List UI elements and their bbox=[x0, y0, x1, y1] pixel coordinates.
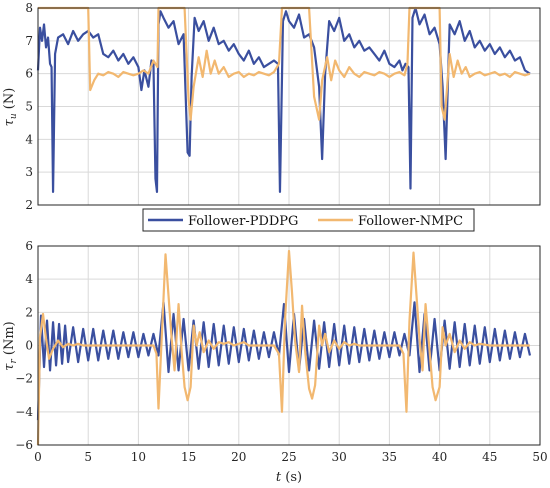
y-tick-label-bottom: −4 bbox=[15, 405, 33, 419]
legend-label-pddpg: Follower-PDDPG bbox=[188, 214, 298, 229]
x-tick-label: 10 bbox=[131, 450, 146, 464]
y-tick-label-top: 2 bbox=[25, 198, 33, 212]
y-tick-label-top: 4 bbox=[25, 132, 33, 146]
x-tick-label: 25 bbox=[281, 450, 296, 464]
y-tick-label-top: 3 bbox=[25, 165, 33, 179]
x-axis-label: t (s) bbox=[276, 470, 302, 485]
y-tick-label-bottom: 2 bbox=[25, 305, 33, 319]
series-line-pddpg-bottom bbox=[36, 301, 532, 421]
axes-frame-bottom bbox=[37, 245, 541, 446]
legend: Follower-PDDPG Follower-NMPC bbox=[142, 208, 475, 232]
series-line-nmpc-bottom bbox=[36, 249, 530, 446]
y-axis-label-top: τu (N) bbox=[2, 88, 19, 127]
y-tick-label-bottom: 0 bbox=[25, 339, 33, 353]
series-lines-bottom bbox=[36, 249, 532, 446]
y-tick-label-bottom: 4 bbox=[25, 272, 33, 286]
y-tick-label-top: 6 bbox=[25, 67, 33, 81]
x-tick-label: 45 bbox=[482, 450, 497, 464]
y-tick-labels-top: 2 3 4 5 6 7 8 bbox=[25, 1, 33, 212]
y-tick-label-top: 8 bbox=[25, 1, 33, 15]
series-line-pddpg-top bbox=[36, 6, 531, 193]
y-tick-label-bottom: −2 bbox=[15, 372, 33, 386]
x-tick-label: 15 bbox=[181, 450, 196, 464]
x-tick-label: 5 bbox=[84, 450, 92, 464]
x-tick-label: 20 bbox=[231, 450, 246, 464]
x-tick-label: 0 bbox=[34, 450, 42, 464]
x-tick-label: 35 bbox=[382, 450, 397, 464]
legend-box bbox=[142, 208, 475, 232]
y-tick-label-top: 5 bbox=[25, 100, 33, 114]
y-tick-label-bottom: −6 bbox=[15, 438, 33, 452]
y-tick-label-bottom: 6 bbox=[25, 239, 33, 253]
y-tick-labels-bottom: −6 −4 −2 0 2 4 6 bbox=[15, 239, 33, 452]
legend-label-nmpc: Follower-NMPC bbox=[358, 214, 463, 229]
x-tick-label: 30 bbox=[332, 450, 347, 464]
x-tick-label: 40 bbox=[432, 450, 447, 464]
panel-top-thrust: 2 3 4 5 6 7 8 τu (N) bbox=[2, 1, 541, 212]
axes-frame-top bbox=[37, 7, 541, 206]
y-axis-label-bottom: τr (Nm) bbox=[2, 321, 19, 371]
x-tick-label: 50 bbox=[532, 450, 547, 464]
y-tick-label-top: 7 bbox=[25, 34, 33, 48]
x-tick-labels-bottom: 0 5 10 15 20 25 30 35 40 45 50 bbox=[34, 450, 547, 464]
